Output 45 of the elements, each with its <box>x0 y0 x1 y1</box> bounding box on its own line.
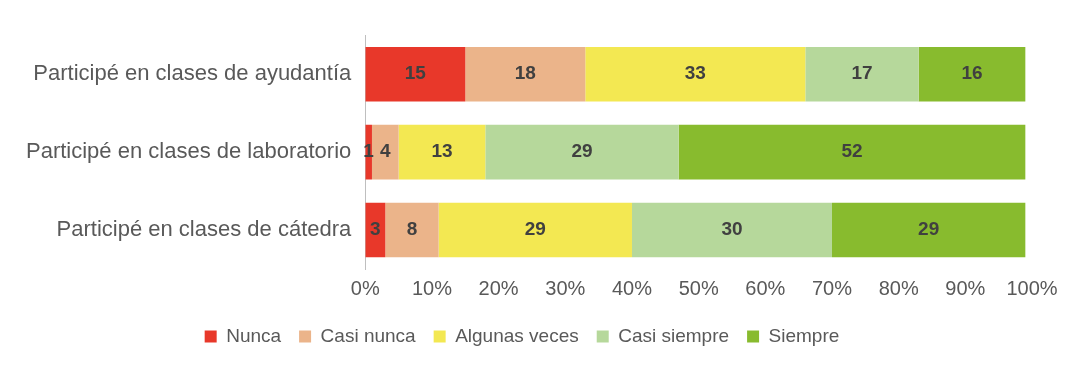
data-label: 3 <box>370 218 381 240</box>
bar <box>385 202 439 258</box>
bar <box>485 124 679 180</box>
x-tick-label: 90% <box>945 276 986 299</box>
legend-label: Casi siempre <box>618 324 730 346</box>
x-tick-label: 0% <box>350 276 380 299</box>
data-label: 4 <box>380 140 392 162</box>
bar <box>398 124 486 180</box>
bar <box>678 124 1026 180</box>
x-tick-label: 20% <box>478 276 519 299</box>
data-label: 18 <box>514 62 536 84</box>
data-label: 29 <box>571 140 593 162</box>
x-tick-label: 100% <box>1006 276 1058 299</box>
data-label: 52 <box>841 140 863 162</box>
y-tick-label: Participé en clases de ayudantía <box>33 60 353 86</box>
legend-label: Siempre <box>768 324 840 346</box>
bar <box>631 202 832 258</box>
data-label: 15 <box>404 62 427 84</box>
bar <box>831 202 1026 258</box>
data-label: 8 <box>406 218 418 240</box>
y-tick-label: Participé en clases de cátedra <box>56 216 353 242</box>
x-tick-label: 50% <box>678 276 719 299</box>
bar <box>805 46 919 102</box>
data-label: 29 <box>918 218 940 240</box>
x-tick-label: 10% <box>411 276 453 299</box>
data-label: 33 <box>684 62 706 84</box>
x-tick-label: 40% <box>611 276 653 299</box>
data-label: 16 <box>961 62 983 84</box>
legend-label: Algunas veces <box>455 324 579 346</box>
y-tick-label: Participé en clases de laboratorio <box>26 138 352 164</box>
bar <box>365 46 466 102</box>
x-tick-label: 80% <box>878 276 919 299</box>
data-label: 13 <box>431 140 453 162</box>
bar <box>918 46 1026 102</box>
data-label: 30 <box>721 218 743 240</box>
x-tick-label: 60% <box>745 276 786 299</box>
legend-label: Nunca <box>226 324 282 346</box>
bar <box>438 202 632 258</box>
data-label: 29 <box>524 218 546 240</box>
bar <box>465 46 586 102</box>
legend-label: Casi nunca <box>320 324 417 346</box>
data-label: 17 <box>851 62 873 84</box>
x-tick-label: 70% <box>811 276 853 299</box>
x-tick-label: 30% <box>545 276 586 299</box>
bar <box>585 46 806 102</box>
